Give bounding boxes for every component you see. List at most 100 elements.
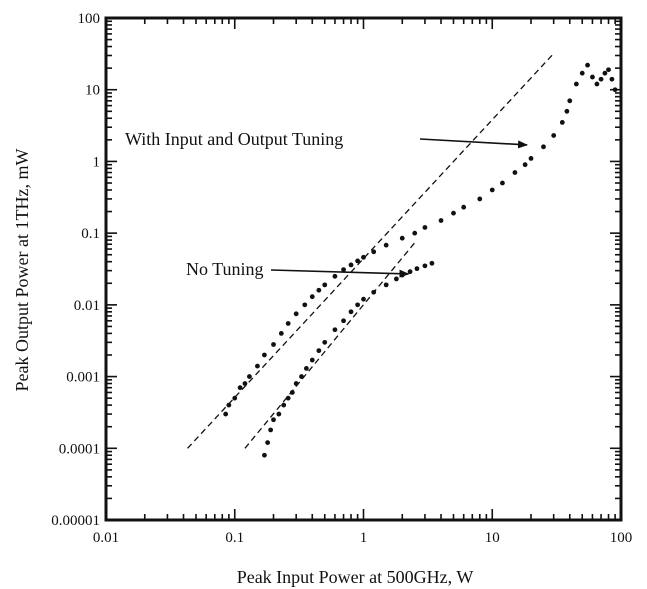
data-point xyxy=(341,318,346,324)
data-point xyxy=(602,70,608,76)
reference-line xyxy=(187,53,555,449)
data-point xyxy=(309,357,315,363)
x-tick-label: 100 xyxy=(610,530,633,546)
data-point xyxy=(579,70,585,76)
data-point xyxy=(522,162,528,168)
data-point xyxy=(348,262,354,268)
data-point xyxy=(412,230,418,236)
data-point xyxy=(451,210,456,216)
data-point xyxy=(355,302,361,308)
data-point xyxy=(316,348,322,354)
data-point xyxy=(438,218,444,223)
data-point xyxy=(590,74,595,80)
y-tick-label: 10 xyxy=(85,83,100,99)
data-point xyxy=(237,385,243,391)
data-point xyxy=(393,276,399,282)
y-tick-label: 100 xyxy=(78,11,101,27)
data-point xyxy=(293,311,299,317)
data-point xyxy=(281,402,287,408)
data-point xyxy=(232,395,238,401)
data-point xyxy=(322,282,328,288)
reference-lines xyxy=(187,53,555,449)
data-point xyxy=(609,76,615,82)
data-point xyxy=(302,302,308,308)
data-point xyxy=(271,342,276,347)
data-point xyxy=(293,381,299,386)
reference-line xyxy=(244,239,418,449)
data-point xyxy=(348,309,354,315)
data-point xyxy=(594,81,600,87)
x-tick-label: 1 xyxy=(360,530,368,546)
data-point xyxy=(341,267,346,273)
annotation-label: With Input and Output Tuning xyxy=(125,129,343,149)
data-series xyxy=(223,62,618,417)
data-point xyxy=(429,260,435,266)
data-point xyxy=(551,133,557,138)
data-point xyxy=(285,395,291,401)
annotation-arrow xyxy=(270,269,410,278)
data-point xyxy=(223,411,229,417)
data-point xyxy=(422,225,428,230)
data-point xyxy=(606,67,611,73)
y-tick-label: 0.00001 xyxy=(51,513,100,529)
data-point xyxy=(262,352,267,358)
x-tick-label: 10 xyxy=(485,530,500,546)
data-point xyxy=(332,327,338,333)
data-point xyxy=(265,440,271,446)
annotation-label: No Tuning xyxy=(186,259,264,279)
data-point xyxy=(276,411,282,417)
data-point xyxy=(361,296,366,302)
data-point xyxy=(371,289,377,295)
data-point xyxy=(477,196,483,202)
data-point xyxy=(309,294,315,300)
data-point xyxy=(383,242,389,248)
data-point xyxy=(316,287,322,293)
data-point xyxy=(247,374,252,379)
data-point xyxy=(361,254,366,260)
data-point xyxy=(355,258,361,264)
data-point xyxy=(303,366,309,371)
data-point xyxy=(322,339,328,345)
data-point xyxy=(528,156,534,161)
data-point xyxy=(461,204,467,210)
data-point xyxy=(371,249,377,255)
data-point xyxy=(612,87,618,93)
series-layer xyxy=(223,62,618,458)
data-point xyxy=(573,81,579,87)
data-point xyxy=(399,235,405,241)
data-point xyxy=(278,330,284,336)
data-point xyxy=(289,390,295,395)
x-tick-label: 0.1 xyxy=(225,530,244,546)
data-point xyxy=(414,266,420,272)
data-point xyxy=(541,144,546,150)
y-tick-label: 1 xyxy=(93,154,101,170)
tick-labels: 0.01 0.1 1 10 100 0.00001 0.0001 0.001 0.01 0.1 1 1… xyxy=(51,11,632,546)
data-point xyxy=(422,263,428,269)
y-tick-label: 0.1 xyxy=(81,226,100,242)
data-point xyxy=(585,62,590,68)
annotations: With Input and Output Tuning No Tuning xyxy=(125,129,529,279)
y-tick-label: 0.001 xyxy=(66,370,100,386)
axis-ticks xyxy=(105,17,622,521)
x-tick-label: 0.01 xyxy=(93,530,119,546)
data-point xyxy=(332,273,338,279)
annotation-arrow xyxy=(419,138,529,149)
data-point xyxy=(489,187,495,193)
data-point xyxy=(226,402,232,408)
data-point xyxy=(512,170,518,175)
data-point xyxy=(268,427,274,433)
data-point xyxy=(271,417,276,423)
data-point xyxy=(564,108,570,114)
data-point xyxy=(255,363,260,369)
data-point xyxy=(285,321,291,326)
data-point xyxy=(383,282,389,288)
data-point xyxy=(299,374,304,379)
y-axis-label: Peak Output Power at 1THz, mW xyxy=(12,149,32,392)
data-point xyxy=(567,98,573,104)
plot-frame xyxy=(104,16,623,522)
data-point xyxy=(262,452,267,458)
y-tick-label: 0.01 xyxy=(74,298,100,314)
data-series xyxy=(262,260,435,458)
data-point xyxy=(559,120,565,125)
